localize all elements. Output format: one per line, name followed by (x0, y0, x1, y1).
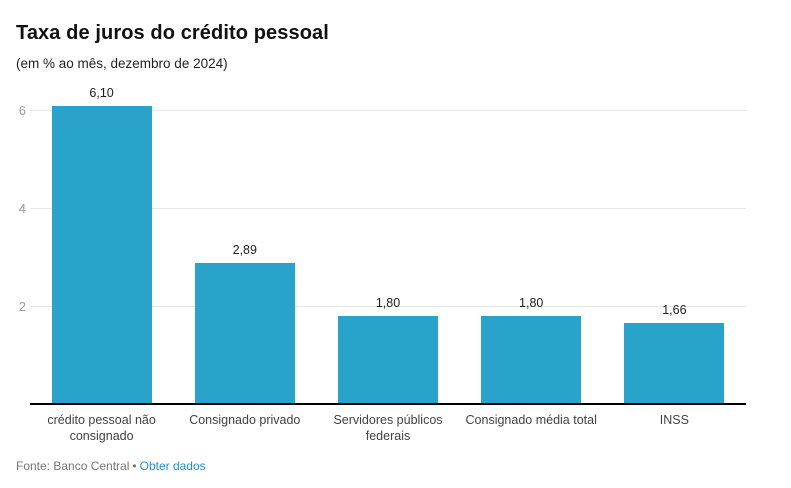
x-axis-category-label: Consignado média total (465, 413, 597, 427)
footer-source-text: Fonte: Banco Central (16, 459, 130, 473)
bar[interactable] (338, 315, 438, 404)
page-title: Taxa de juros do crédito pessoal (16, 22, 329, 44)
x-axis-category-label: Servidores públicos federais (333, 413, 443, 443)
bar-value-label: 1,80 (519, 295, 544, 310)
x-axis-category-label: INSS (659, 413, 689, 427)
bar-value-label: 6,10 (89, 85, 114, 100)
obter-dados-link[interactable]: Obter dados (139, 459, 206, 473)
y-axis-tick-label: 2 (18, 298, 26, 314)
bar[interactable] (624, 322, 725, 404)
chart-subtitle: (em % ao mês, dezembro de 2024) (16, 56, 228, 71)
gridline (30, 305, 746, 307)
footer-separator: • (132, 459, 137, 473)
bar-value-label: 1,80 (375, 295, 401, 310)
gridline (30, 207, 746, 209)
x-axis-category-label: crédito pessoal não consignado (47, 413, 156, 443)
y-axis-tick-label: 4 (18, 200, 26, 216)
gridline (30, 109, 746, 111)
bar[interactable] (481, 315, 582, 404)
chart-footer: Fonte: Banco Central • Obter dados (16, 459, 206, 473)
x-axis-category-label: Consignado privado (189, 413, 301, 427)
bar[interactable] (194, 262, 295, 404)
x-axis-line (30, 403, 746, 405)
y-axis-tick-label: 6 (18, 102, 26, 118)
bar-value-label: 2,89 (232, 242, 257, 257)
bar[interactable] (51, 105, 152, 404)
bar-value-label: 1,66 (662, 302, 687, 317)
